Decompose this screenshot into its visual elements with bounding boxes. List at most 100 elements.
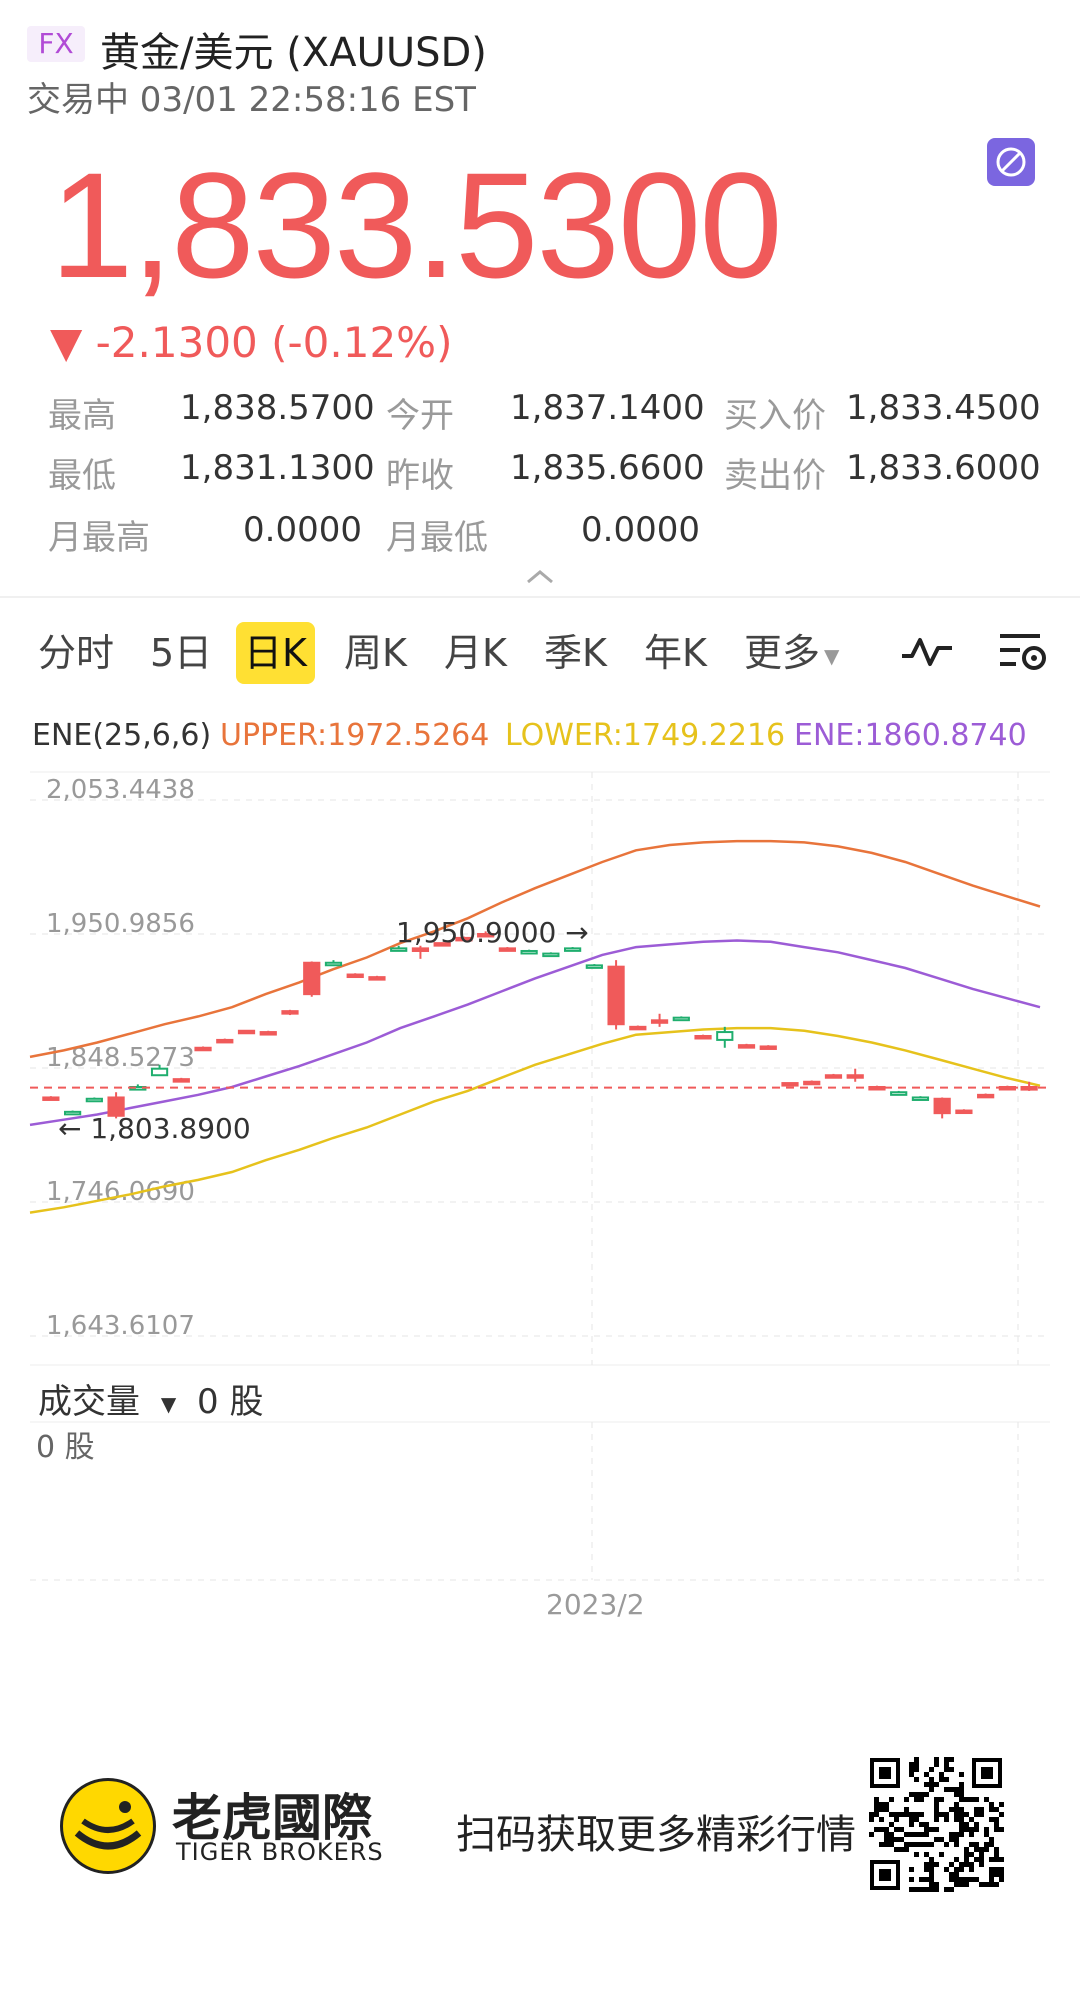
candle-body <box>629 1025 647 1031</box>
candle-body <box>824 1074 843 1079</box>
stat-value-month-low: 0.0000 <box>581 510 700 550</box>
candle-body <box>411 947 430 952</box>
candle-body <box>672 1016 690 1022</box>
candle-body <box>542 952 560 958</box>
candle-body <box>846 1074 864 1079</box>
tab-weekly-k[interactable]: 周K <box>344 631 407 675</box>
tab-yearly-k[interactable]: 年K <box>644 631 707 675</box>
y-tick-label: 1,950.9856 <box>46 909 195 939</box>
stat-label-high: 最高 <box>48 396 116 436</box>
brand-name-en: TIGER BROKERS <box>176 1838 384 1866</box>
candle-body <box>694 1034 712 1040</box>
stat-value-bid: 1,833.4500 <box>846 388 1041 428</box>
ene-upper-line <box>29 839 1041 1059</box>
candle-body <box>650 1019 669 1024</box>
stat-value-ask: 1,833.6000 <box>846 448 1041 488</box>
stat-label-month-low: 月最低 <box>386 518 488 558</box>
no-ads-icon[interactable] <box>987 138 1035 186</box>
candle-body <box>346 973 364 979</box>
stat-value-low: 1,831.1300 <box>180 448 375 488</box>
indicator-name: ENE(25,6,6) <box>32 718 212 753</box>
candle-body <box>911 1096 930 1101</box>
tab-monthly-k[interactable]: 月K <box>444 631 507 675</box>
stat-value-open: 1,837.1400 <box>510 388 705 428</box>
stat-label-open: 今开 <box>386 396 454 436</box>
high-marker-label: 1,950.9000 → <box>396 916 589 949</box>
tab-quarterly-k[interactable]: 季K <box>544 631 607 675</box>
candle-body <box>303 961 321 996</box>
tab-daily-k[interactable]: 日K <box>236 622 315 684</box>
y-tick-label: 2,053.4438 <box>46 775 195 805</box>
candle-body <box>520 949 538 955</box>
fx-badge: FX <box>27 26 85 62</box>
ene-lower-line <box>29 1026 1041 1214</box>
stat-label-prev-close: 昨收 <box>386 456 454 496</box>
stat-label-month-high: 月最高 <box>48 518 150 558</box>
x-axis-label: 2023/2 <box>546 1588 645 1621</box>
candle-body <box>390 947 408 952</box>
last-price: 1,833.5300 <box>50 141 783 309</box>
indicator-upper: UPPER:1972.5264 <box>220 718 490 753</box>
tab-intraday[interactable]: 分时 <box>38 631 115 675</box>
candle-body <box>324 961 343 967</box>
stat-value-high: 1,838.5700 <box>180 388 375 428</box>
tab-more-label: 更多 <box>744 631 821 675</box>
candle-body <box>759 1045 777 1050</box>
candle-body <box>455 936 473 942</box>
stat-label-ask: 卖出价 <box>724 456 826 496</box>
indicator-ene: ENE:1860.8740 <box>794 718 1027 753</box>
stat-value-prev-close: 1,835.6600 <box>510 448 705 488</box>
candle-body <box>237 1029 256 1035</box>
caret-down-icon: ▼ <box>824 643 840 668</box>
candle-body <box>890 1091 908 1096</box>
volume-value: 0 股 <box>197 1382 264 1422</box>
ene-mid-line <box>29 939 1041 1127</box>
candle-body <box>498 947 517 952</box>
candlestick-chart[interactable]: 2,053.4438 1,950.9856 1,848.5273 1,746.0690… <box>0 760 1080 1620</box>
candle-body <box>977 1093 995 1099</box>
candle-body <box>433 942 451 947</box>
y-tick-label: 1,746.0690 <box>46 1177 195 1207</box>
candle-body <box>607 965 625 1026</box>
chart-settings-icon[interactable] <box>996 628 1048 680</box>
candle-body <box>259 1031 277 1036</box>
candle-body <box>216 1038 234 1044</box>
candle-body <box>194 1046 212 1052</box>
indicator-lower: LOWER:1749.2216 <box>505 718 786 753</box>
candle-body <box>933 1097 951 1115</box>
chevron-up-icon[interactable] <box>524 566 556 586</box>
tab-5day[interactable]: 5日 <box>150 631 213 675</box>
section-divider <box>0 596 1080 598</box>
candle-body <box>281 1010 299 1015</box>
y-tick-label: 1,848.5273 <box>46 1043 195 1073</box>
stat-label-bid: 买入价 <box>724 396 826 436</box>
stat-value-month-high: 0.0000 <box>243 510 362 550</box>
candle-body <box>107 1096 125 1117</box>
stat-label-low: 最低 <box>48 456 116 496</box>
candle-body <box>42 1096 60 1101</box>
candle-body <box>955 1109 973 1115</box>
brand-name-cn: 老虎國際 <box>172 1789 372 1847</box>
candle-body <box>716 1031 734 1041</box>
candle-body <box>150 1067 169 1077</box>
candle-body <box>781 1082 799 1087</box>
tab-more[interactable]: 更多 ▼ <box>744 622 839 684</box>
candle-body <box>477 932 495 938</box>
candle-body <box>368 976 386 981</box>
scan-prompt: 扫码获取更多精彩行情 <box>456 1812 856 1858</box>
trading-status: 交易中 03/01 22:58:16 EST <box>27 80 476 120</box>
low-marker-label: ← 1,803.8900 <box>58 1112 251 1145</box>
candle-body <box>85 1097 103 1103</box>
candle-body <box>172 1078 190 1083</box>
candle-body <box>737 1044 756 1049</box>
candle-body <box>64 1110 82 1116</box>
caret-down-icon: ▼ <box>160 1391 177 1416</box>
tiger-logo-icon <box>60 1778 156 1874</box>
price-change: ▼ -2.1300 (-0.12%) <box>50 318 453 367</box>
instrument-title: 黄金/美元 (XAUUSD) <box>100 30 487 76</box>
indicator-line-icon[interactable] <box>900 632 954 676</box>
candle-body <box>585 964 603 969</box>
volume-header[interactable]: 成交量 ▼ 0 股 <box>38 1374 263 1423</box>
candle-body <box>803 1080 821 1086</box>
candle-body <box>564 947 582 952</box>
